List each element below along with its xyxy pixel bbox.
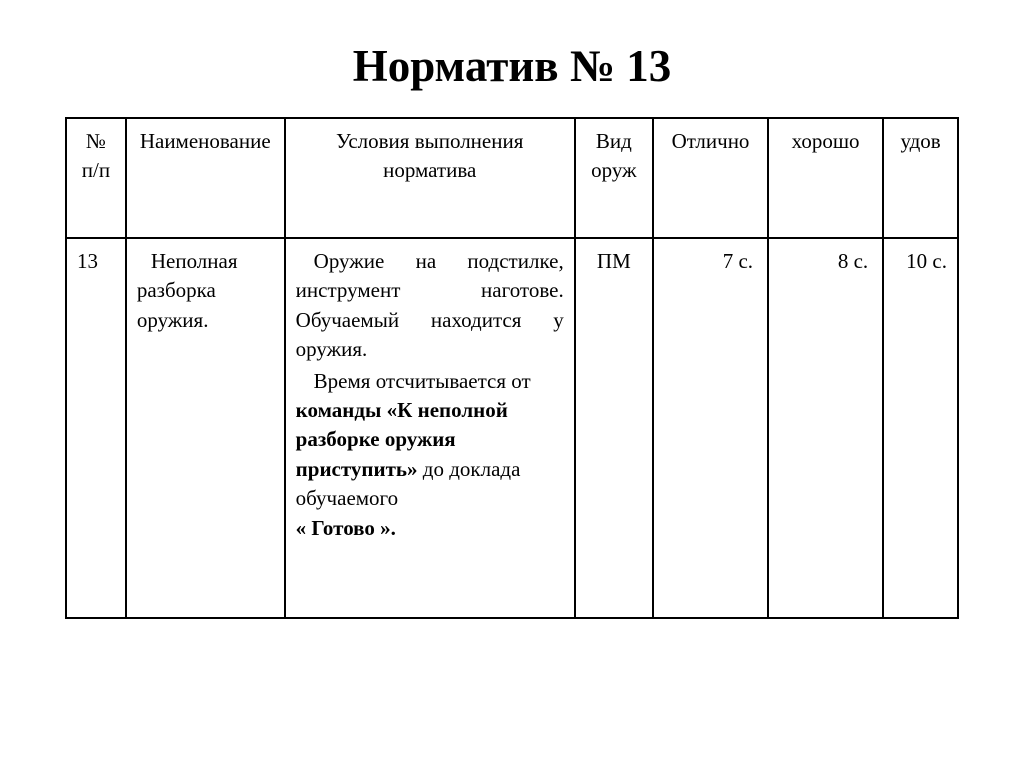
cell-satisfactory: 10 с.	[883, 238, 958, 618]
header-cond: Условия выполнения норматива	[285, 118, 575, 238]
cell-name: Неполная разборка оружия.	[126, 238, 285, 618]
header-name: Наименование	[126, 118, 285, 238]
cell-cond: Оружие на подстилке, инструмент наготове…	[285, 238, 575, 618]
header-good: хорошо	[768, 118, 883, 238]
page-title: Норматив № 13	[65, 40, 959, 92]
cond-p2-a: Время отсчитывается от	[314, 369, 531, 393]
name-rest: разборка оружия.	[137, 276, 274, 335]
cell-type: ПМ	[575, 238, 653, 618]
header-num: № п/п	[66, 118, 126, 238]
cell-good: 8 с.	[768, 238, 883, 618]
table-header-row: № п/п Наименование Условия выполнения но…	[66, 118, 958, 238]
header-sat: удов	[883, 118, 958, 238]
header-exc: Отлично	[653, 118, 768, 238]
cond-para1: Оружие на подстилке, инструмент наготове…	[296, 247, 564, 365]
table-row: 13 Неполная разборка оружия. Оружие на п…	[66, 238, 958, 618]
cond-para2: Время отсчитывается от команды «К неполн…	[296, 367, 564, 543]
name-line1: Неполная	[137, 247, 274, 276]
cond-p2-d: « Готово ».	[296, 516, 396, 540]
cell-excellent: 7 с.	[653, 238, 768, 618]
normative-table: № п/п Наименование Условия выполнения но…	[65, 117, 959, 619]
header-type: Вид оруж	[575, 118, 653, 238]
cell-num: 13	[66, 238, 126, 618]
